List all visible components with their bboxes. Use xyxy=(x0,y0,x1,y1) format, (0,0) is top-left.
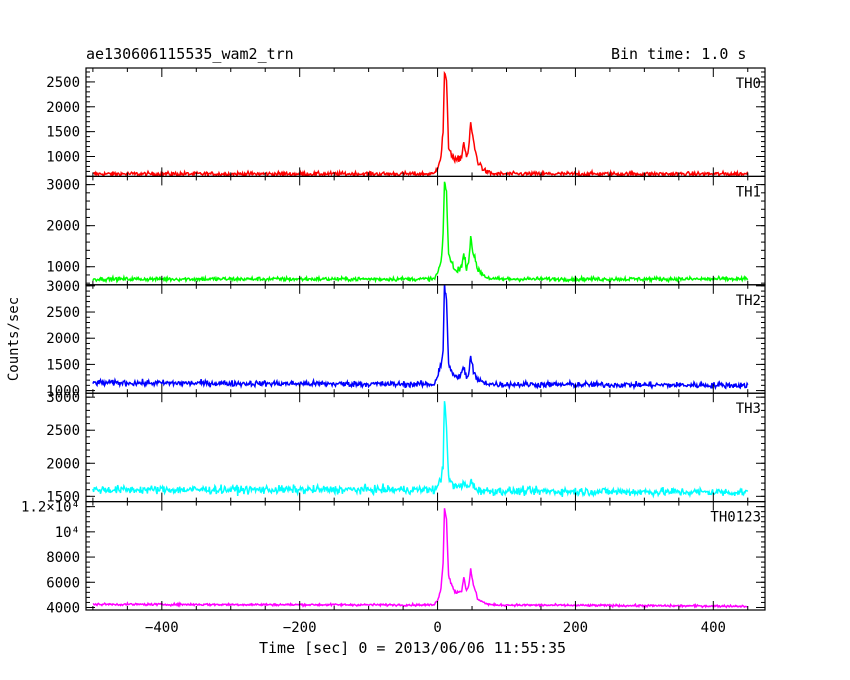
y-tick-label: 8000 xyxy=(46,550,80,566)
panel-th3: 1500 2000 2500 3000 TH3 xyxy=(46,390,766,505)
x-tick-label: 400 xyxy=(701,620,726,636)
series-line-th3 xyxy=(92,401,749,499)
chart-title: ae130606115535_wam2_trn xyxy=(86,45,294,63)
panel-th0: 1000 1500 2000 2500 TH0 xyxy=(46,67,766,178)
y-tick-label: 4000 xyxy=(46,600,80,616)
panel-frame xyxy=(85,284,766,394)
y-tick-label: 1.2×10⁴ xyxy=(21,500,80,516)
y-tick-label: 1000 xyxy=(46,150,80,166)
y-tick-label: 1000 xyxy=(46,260,80,276)
y-tick-label: 1500 xyxy=(46,125,80,141)
series-line-th2 xyxy=(92,284,749,391)
y-tick-label: 6000 xyxy=(46,575,80,591)
y-tick-label: 1500 xyxy=(46,357,80,373)
y-tick-label: 2500 xyxy=(46,305,80,321)
series-line-th0123 xyxy=(92,508,748,609)
y-tick-label: 3000 xyxy=(46,279,80,295)
y-tick-label: 1000 xyxy=(46,384,80,400)
y-tick-label: 2500 xyxy=(46,423,80,439)
x-tick-label: −400 xyxy=(145,620,179,636)
y-tick-label: 2000 xyxy=(46,331,80,347)
panel-label: TH3 xyxy=(736,401,761,417)
y-tick-label: 2000 xyxy=(46,100,80,116)
x-axis-label: Time [sec] 0 = 2013/06/06 11:55:35 xyxy=(259,639,567,657)
panel-frame xyxy=(85,392,766,503)
panel-frame xyxy=(85,501,766,611)
panel-th1: 1000 2000 3000 TH1 xyxy=(46,175,766,286)
series-line-th0 xyxy=(92,70,749,177)
y-axis-label: Counts/sec xyxy=(6,297,22,381)
panel-label: TH0 xyxy=(736,76,761,92)
y-tick-label: 1500 xyxy=(46,489,80,505)
panel-label: TH0123 xyxy=(710,510,761,526)
panel-frame xyxy=(85,175,766,286)
y-tick-label: 2000 xyxy=(46,219,80,235)
y-tick-label: 3000 xyxy=(46,178,80,194)
bin-time-label: Bin time: 1.0 s xyxy=(611,45,747,63)
series-line-th1 xyxy=(92,181,749,284)
panel-label: TH1 xyxy=(736,184,761,200)
y-tick-label: 2000 xyxy=(46,456,80,472)
panel-th0123: 4000 6000 8000 10⁴ 1.2×10⁴ TH0123 xyxy=(21,500,766,616)
y-tick-label: 2500 xyxy=(46,75,80,91)
x-tick-label: 200 xyxy=(563,620,588,636)
x-tick-label: −200 xyxy=(283,620,317,636)
y-tick-label: 3000 xyxy=(46,390,80,406)
y-tick-label: 10⁴ xyxy=(55,525,80,541)
panel-th2: 1000 1500 2000 2500 3000 TH2 xyxy=(46,279,766,400)
panel-label: TH2 xyxy=(736,293,761,309)
x-tick-label: 0 xyxy=(433,620,441,636)
panel-frame xyxy=(85,67,766,178)
